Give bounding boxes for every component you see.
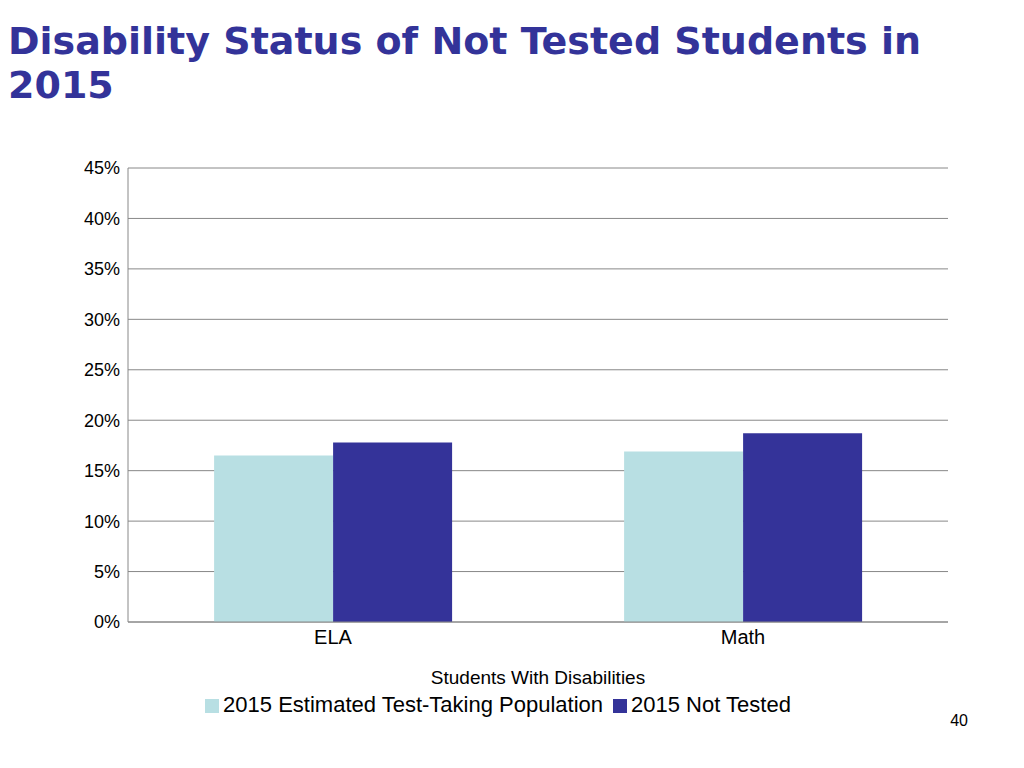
svg-text:10%: 10%	[84, 512, 120, 532]
svg-text:35%: 35%	[84, 259, 120, 279]
html-text:40: 40	[950, 712, 968, 729]
html-text:2015 Estimated Test-Taking Pop: 2015 Estimated Test-Taking Population	[223, 692, 604, 717]
svg-text:ELA: ELA	[314, 626, 352, 648]
svg-text:5%: 5%	[94, 562, 120, 582]
svg-text:30%: 30%	[84, 310, 120, 330]
svg-text:Students With Disabilities: Students With Disabilities	[431, 667, 645, 688]
svg-text:20%: 20%	[84, 411, 120, 431]
svg-text:Math: Math	[721, 626, 765, 648]
svg-text:0%: 0%	[94, 612, 120, 632]
html-text:2015 Not Tested: 2015 Not Tested	[631, 692, 791, 717]
svg-text:15%: 15%	[84, 461, 120, 481]
html-text:Disability Status of Not Teste: Disability Status of Not Tested Students…	[8, 19, 921, 107]
svg-text:40%: 40%	[84, 209, 120, 229]
svg-text:45%: 45%	[84, 158, 120, 178]
svg-text:25%: 25%	[84, 360, 120, 380]
